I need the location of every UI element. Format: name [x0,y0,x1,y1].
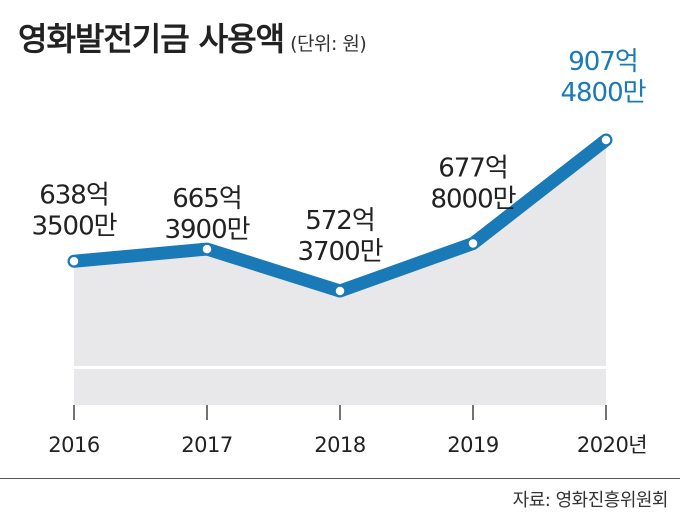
x-tick-label-1: 2017 [181,433,232,457]
axis-band [74,369,606,405]
data-label-4-2: 4800만 [560,78,645,108]
data-label-0-2: 3500만 [31,211,116,241]
source-note: 자료: 영화진흥위원회 [512,490,669,511]
data-label-3-2: 8000만 [430,184,515,214]
data-label-3-1: 677억 [438,153,508,183]
data-label-4-1: 907억 [568,47,638,77]
data-label-1-2: 3900만 [164,215,249,245]
unit-note: (단위: 원) [290,33,367,55]
area-fill [74,140,606,366]
data-point-2 [334,285,346,297]
x-tick-label-4: 2020년 [577,433,647,457]
data-point-1 [201,243,213,255]
data-point-4 [600,134,612,146]
chart-title: 영화발전기금 사용액 [18,20,285,58]
data-label-1-1: 665억 [172,184,242,214]
data-label-0-1: 638억 [39,180,109,210]
data-label-2-1: 572억 [305,206,375,236]
data-point-3 [467,237,479,250]
data-point-0 [68,255,80,268]
data-label-2-2: 3700만 [297,237,382,267]
source-divider [0,478,680,479]
x-tick-label-2: 2018 [314,433,365,457]
x-tick-label-3: 2019 [447,433,498,457]
x-tick-label-0: 2016 [48,433,100,457]
chart-title-block: 영화발전기금 사용액 (단위: 원) [18,14,367,60]
